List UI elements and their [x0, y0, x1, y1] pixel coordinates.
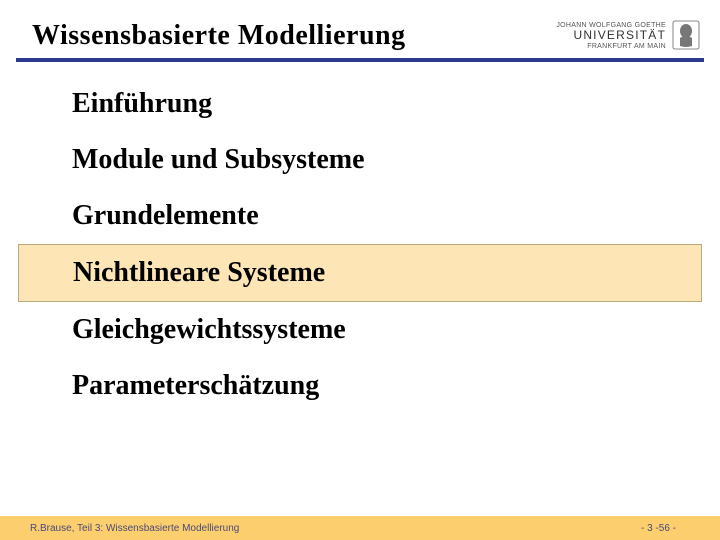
- list-item: Module und Subsysteme: [0, 132, 720, 188]
- logo-line2: UNIVERSITÄT: [556, 29, 666, 42]
- footer: R.Brause, Teil 3: Wissensbasierte Modell…: [0, 516, 720, 540]
- footer-author: R.Brause, Teil 3: Wissensbasierte Modell…: [30, 523, 239, 534]
- list-item-highlighted: Nichtlineare Systeme: [18, 244, 702, 302]
- list-item: Parameterschätzung: [0, 358, 720, 414]
- footer-page: - 3 -56 -: [641, 523, 676, 534]
- logo-text: JOHANN WOLFGANG GOETHE UNIVERSITÄT FRANK…: [556, 22, 666, 51]
- list-item: Einführung: [0, 76, 720, 132]
- crest-icon: [672, 20, 700, 52]
- page-title: Wissensbasierte Modellierung: [32, 20, 406, 52]
- list-item: Gleichgewichtssysteme: [0, 302, 720, 358]
- list-item: Grundelemente: [0, 188, 720, 244]
- topic-list: Einführung Module und Subsysteme Grundel…: [0, 62, 720, 414]
- header: Wissensbasierte Modellierung JOHANN WOLF…: [0, 0, 720, 58]
- logo-line3: FRANKFURT AM MAIN: [556, 43, 666, 51]
- university-logo: JOHANN WOLFGANG GOETHE UNIVERSITÄT FRANK…: [556, 20, 700, 52]
